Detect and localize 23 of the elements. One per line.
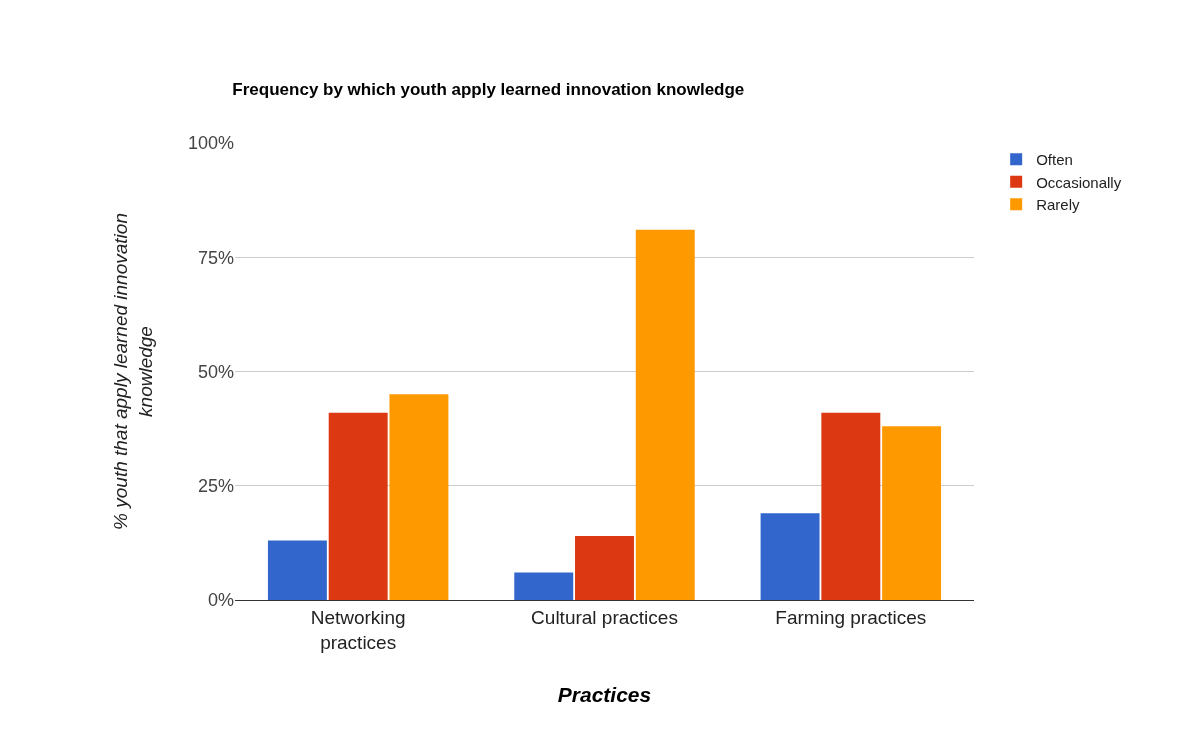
y-tick-label: 75% — [197, 247, 234, 268]
x-tick-label: Farming practices — [775, 606, 927, 628]
chart-title: Frequency by which youth apply learned innovation knowledge — [232, 80, 745, 100]
bar — [635, 229, 695, 600]
legend-label: Rarely — [1036, 196, 1081, 214]
bar — [389, 394, 449, 600]
bar — [760, 513, 820, 600]
y-tick-label: 100% — [187, 133, 234, 154]
y-tick-label: 50% — [197, 361, 234, 382]
bar — [267, 540, 327, 600]
bar — [575, 536, 634, 600]
x-tick-label: Cultural practices — [531, 606, 678, 628]
bar — [514, 572, 574, 600]
legend-label: Often — [1036, 151, 1073, 169]
y-axis-title: % youth that apply learned innovation knowledge — [110, 213, 156, 530]
bar — [328, 412, 388, 600]
x-tick-label: Networking practices — [310, 606, 406, 653]
x-axis-title: Practices — [557, 682, 652, 706]
y-tick-label: 25% — [197, 476, 234, 497]
y-tick-label: 0% — [207, 590, 234, 611]
legend-label: Occasionally — [1036, 173, 1122, 191]
bar — [821, 412, 881, 600]
bar — [882, 426, 942, 600]
